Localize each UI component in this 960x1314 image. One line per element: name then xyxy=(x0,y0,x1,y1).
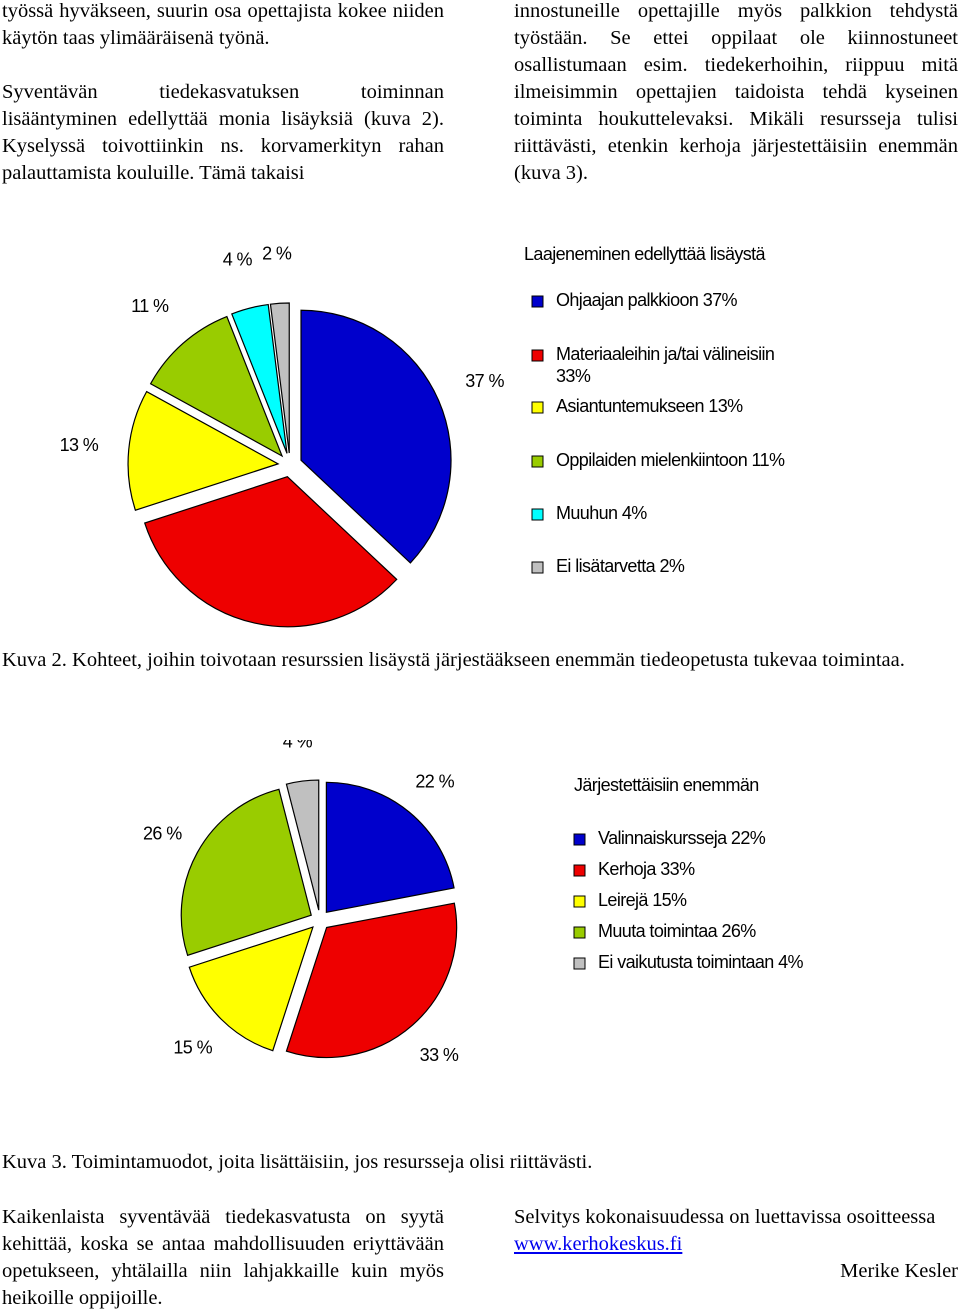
legend-entry: Muuhun 4% xyxy=(556,503,647,523)
legend-swatch xyxy=(531,508,544,521)
slice-label: 4 % xyxy=(283,740,313,751)
top-right-column: innostuneille opettajille myös palkkion … xyxy=(514,0,958,187)
pie-chart-activity-types: Järjestettäisiin enemmän 22 % 33 % 15 % 26 … xyxy=(143,740,804,1065)
pie-slice xyxy=(285,902,458,1059)
reference-text: Selvitys kokonaisuudessa on luettavissa … xyxy=(514,1206,936,1228)
legend-entry: Materiaaleihin ja/tai välineisiin 33% xyxy=(556,344,774,386)
slice-label: 26 % xyxy=(143,823,182,843)
legend-entry: Asiantuntemukseen 13% xyxy=(556,396,743,416)
legend-entry: Oppilaiden mielenkiintoon 11% xyxy=(556,450,785,470)
pie-slice xyxy=(300,309,452,564)
paragraph: Syventävän tiedekasvatuksen toiminnan li… xyxy=(2,81,444,184)
slice-label: 11 % xyxy=(131,296,169,316)
website-link[interactable]: www.kerhokeskus.fi xyxy=(514,1233,683,1255)
legend-swatch xyxy=(531,349,544,362)
bottom-left-column: Kaikenlaista syventävää tiedekasvatusta … xyxy=(2,1204,444,1312)
author-name: Merike Kesler xyxy=(840,1260,958,1282)
slice-label: 37 % xyxy=(465,371,504,391)
legend-swatch xyxy=(573,833,586,846)
legend-swatch xyxy=(573,957,586,970)
pie-slice xyxy=(180,788,312,957)
pie-slice xyxy=(231,303,288,454)
legend-swatch xyxy=(531,561,544,574)
legend-swatch xyxy=(531,295,544,308)
top-left-column: työssä hyväkseen, suurin osa opettajista… xyxy=(2,0,444,187)
legend-entry: Ei lisätarvetta 2% xyxy=(556,556,685,576)
pie-slice xyxy=(269,302,290,454)
slice-label: 4 % xyxy=(223,250,253,270)
legend-swatch xyxy=(573,864,586,877)
slice-label: 2 % xyxy=(262,243,292,263)
legend-swatch xyxy=(531,401,544,414)
pie-slice xyxy=(149,315,284,458)
chart-title: Laajeneminen edellyttää lisäystä xyxy=(524,244,767,264)
pie-slice xyxy=(143,476,398,628)
legend-entry: Valinnaiskursseja 22% xyxy=(598,828,766,848)
slice-label: 13 % xyxy=(60,435,99,455)
paragraph: innostuneille opettajille myös palkkion … xyxy=(514,0,958,184)
legend-swatch xyxy=(531,455,544,468)
chart-title: Järjestettäisiin enemmän xyxy=(574,775,759,795)
slice-label: 33 % xyxy=(420,1045,459,1065)
slice-label: 22 % xyxy=(415,771,454,791)
figure-caption: Kuva 3. Toimintamuodot, joita lisättäisi… xyxy=(2,1151,593,1173)
legend-entry: Muuta toimintaa 26% xyxy=(598,921,756,941)
pie-slice xyxy=(325,781,455,914)
legend-swatch xyxy=(573,895,586,908)
pie-slice xyxy=(188,926,314,1052)
pie-chart-resource-increase: Laajeneminen edellyttää lisäystä 37 %33 … xyxy=(60,243,786,628)
paragraph: työssä hyväkseen, suurin osa opettajista… xyxy=(2,0,444,49)
slice-label: 15 % xyxy=(173,1037,212,1057)
reference-note: Selvitys kokonaisuudessa on luettavissa … xyxy=(514,1204,958,1258)
legend-entry: Leirejä 15% xyxy=(598,890,687,910)
paragraph: Kaikenlaista syventävää tiedekasvatusta … xyxy=(2,1206,444,1309)
legend-swatch xyxy=(573,926,586,939)
pie-slice xyxy=(285,779,320,911)
bottom-right-column: Selvitys kokonaisuudessa on luettavissa … xyxy=(514,1204,958,1285)
legend-entry: Ohjaajan palkkioon 37% xyxy=(556,290,738,310)
legend-entry: Kerhoja 33% xyxy=(598,859,695,879)
pie-slice xyxy=(127,390,280,511)
figure-caption: Kuva 2. Kohteet, joihin toivotaan resurs… xyxy=(2,649,905,671)
legend-entry: Ei vaikutusta toimintaan 4% xyxy=(598,952,804,972)
